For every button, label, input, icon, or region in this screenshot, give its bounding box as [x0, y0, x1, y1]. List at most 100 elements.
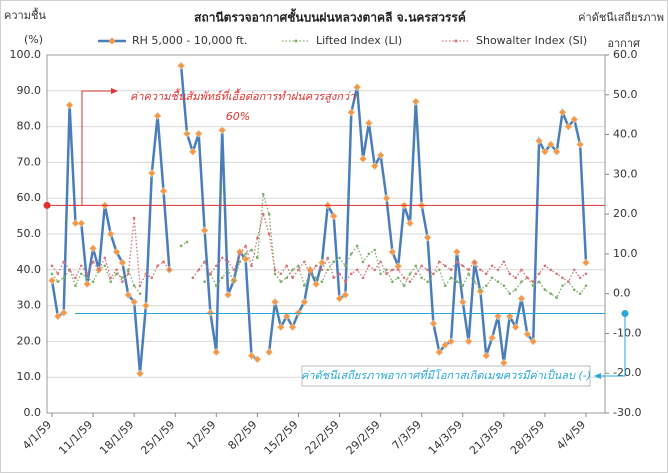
- marker: [564, 122, 573, 131]
- marker: [535, 136, 543, 145]
- marker: [578, 276, 582, 280]
- annotation: ค่าความชื้นสัมพัทธ์ที่เอื้อต่อการทำฝนควร…: [130, 88, 356, 103]
- marker: [467, 268, 470, 272]
- marker: [238, 252, 242, 256]
- marker: [570, 115, 579, 124]
- marker: [271, 298, 279, 306]
- y2-tick-label: -30.0: [613, 406, 641, 419]
- marker: [71, 219, 80, 228]
- marker: [115, 268, 118, 272]
- marker: [50, 272, 54, 276]
- marker: [526, 276, 529, 280]
- marker: [215, 284, 218, 288]
- marker: [209, 272, 212, 276]
- plot-area: [46, 54, 606, 414]
- marker: [314, 276, 318, 280]
- marker: [156, 264, 159, 268]
- marker: [484, 272, 488, 276]
- marker: [514, 276, 517, 280]
- marker: [423, 233, 432, 242]
- annotation-box: [301, 365, 591, 387]
- marker: [83, 280, 92, 289]
- marker: [279, 272, 283, 276]
- marker: [367, 252, 371, 256]
- y2-tick-label: 0.0: [613, 287, 631, 300]
- marker: [314, 264, 318, 268]
- marker: [232, 268, 236, 272]
- marker: [300, 298, 309, 306]
- marker: [332, 260, 335, 264]
- marker: [273, 268, 277, 272]
- marker: [136, 369, 144, 378]
- y2-tick-label: 60.0: [613, 48, 638, 61]
- marker: [502, 260, 506, 264]
- marker: [561, 284, 564, 288]
- marker: [297, 268, 300, 272]
- marker: [308, 272, 312, 276]
- marker: [523, 330, 532, 339]
- marker: [338, 272, 341, 276]
- y-axis-label: ความชื้น: [4, 7, 46, 22]
- marker: [338, 256, 341, 260]
- legend-label: Lifted Index (LI): [316, 34, 402, 47]
- marker: [194, 129, 203, 138]
- marker: [224, 290, 232, 299]
- marker: [288, 323, 297, 332]
- marker: [132, 216, 136, 220]
- marker: [256, 236, 259, 240]
- marker: [555, 272, 558, 276]
- marker: [124, 290, 133, 299]
- marker: [261, 192, 265, 196]
- marker: [490, 276, 494, 280]
- marker: [540, 147, 549, 156]
- marker: [50, 264, 54, 268]
- marker: [126, 272, 130, 276]
- marker: [215, 264, 218, 268]
- marker: [141, 301, 150, 310]
- y2-tick-label: 20.0: [613, 207, 638, 220]
- marker: [484, 284, 488, 288]
- marker: [179, 244, 183, 248]
- marker: [303, 284, 306, 288]
- marker: [549, 292, 553, 295]
- marker: [241, 255, 250, 263]
- marker: [455, 280, 459, 284]
- marker: [517, 294, 526, 303]
- marker: [103, 264, 107, 268]
- marker: [447, 337, 455, 346]
- marker: [511, 323, 520, 332]
- y-tick-label: 90.0: [17, 84, 42, 97]
- marker: [555, 296, 558, 299]
- marker: [303, 260, 306, 264]
- arrow: [600, 313, 626, 377]
- marker: [238, 260, 242, 264]
- marker: [91, 280, 95, 284]
- marker: [408, 280, 412, 284]
- marker: [244, 252, 247, 256]
- marker: [461, 264, 465, 268]
- marker: [488, 333, 497, 342]
- legend-label: RH 5,000 - 10,000 ft.: [132, 34, 247, 47]
- marker: [426, 268, 429, 272]
- marker: [391, 268, 394, 272]
- annotation: 60%: [226, 110, 250, 123]
- marker: [212, 348, 221, 357]
- marker: [344, 280, 347, 284]
- marker: [332, 276, 335, 280]
- marker: [420, 264, 423, 268]
- marker: [396, 276, 400, 280]
- marker: [62, 276, 66, 280]
- marker: [537, 280, 541, 284]
- marker: [109, 280, 112, 284]
- marker: [355, 244, 359, 248]
- marker: [261, 212, 265, 216]
- marker: [267, 212, 271, 216]
- marker: [232, 280, 236, 284]
- marker: [103, 256, 107, 260]
- marker: [361, 276, 365, 280]
- marker: [159, 187, 168, 195]
- marker: [349, 252, 353, 256]
- legend-label: Showalter Index (SI): [476, 34, 587, 47]
- marker: [203, 260, 206, 264]
- marker: [531, 280, 535, 284]
